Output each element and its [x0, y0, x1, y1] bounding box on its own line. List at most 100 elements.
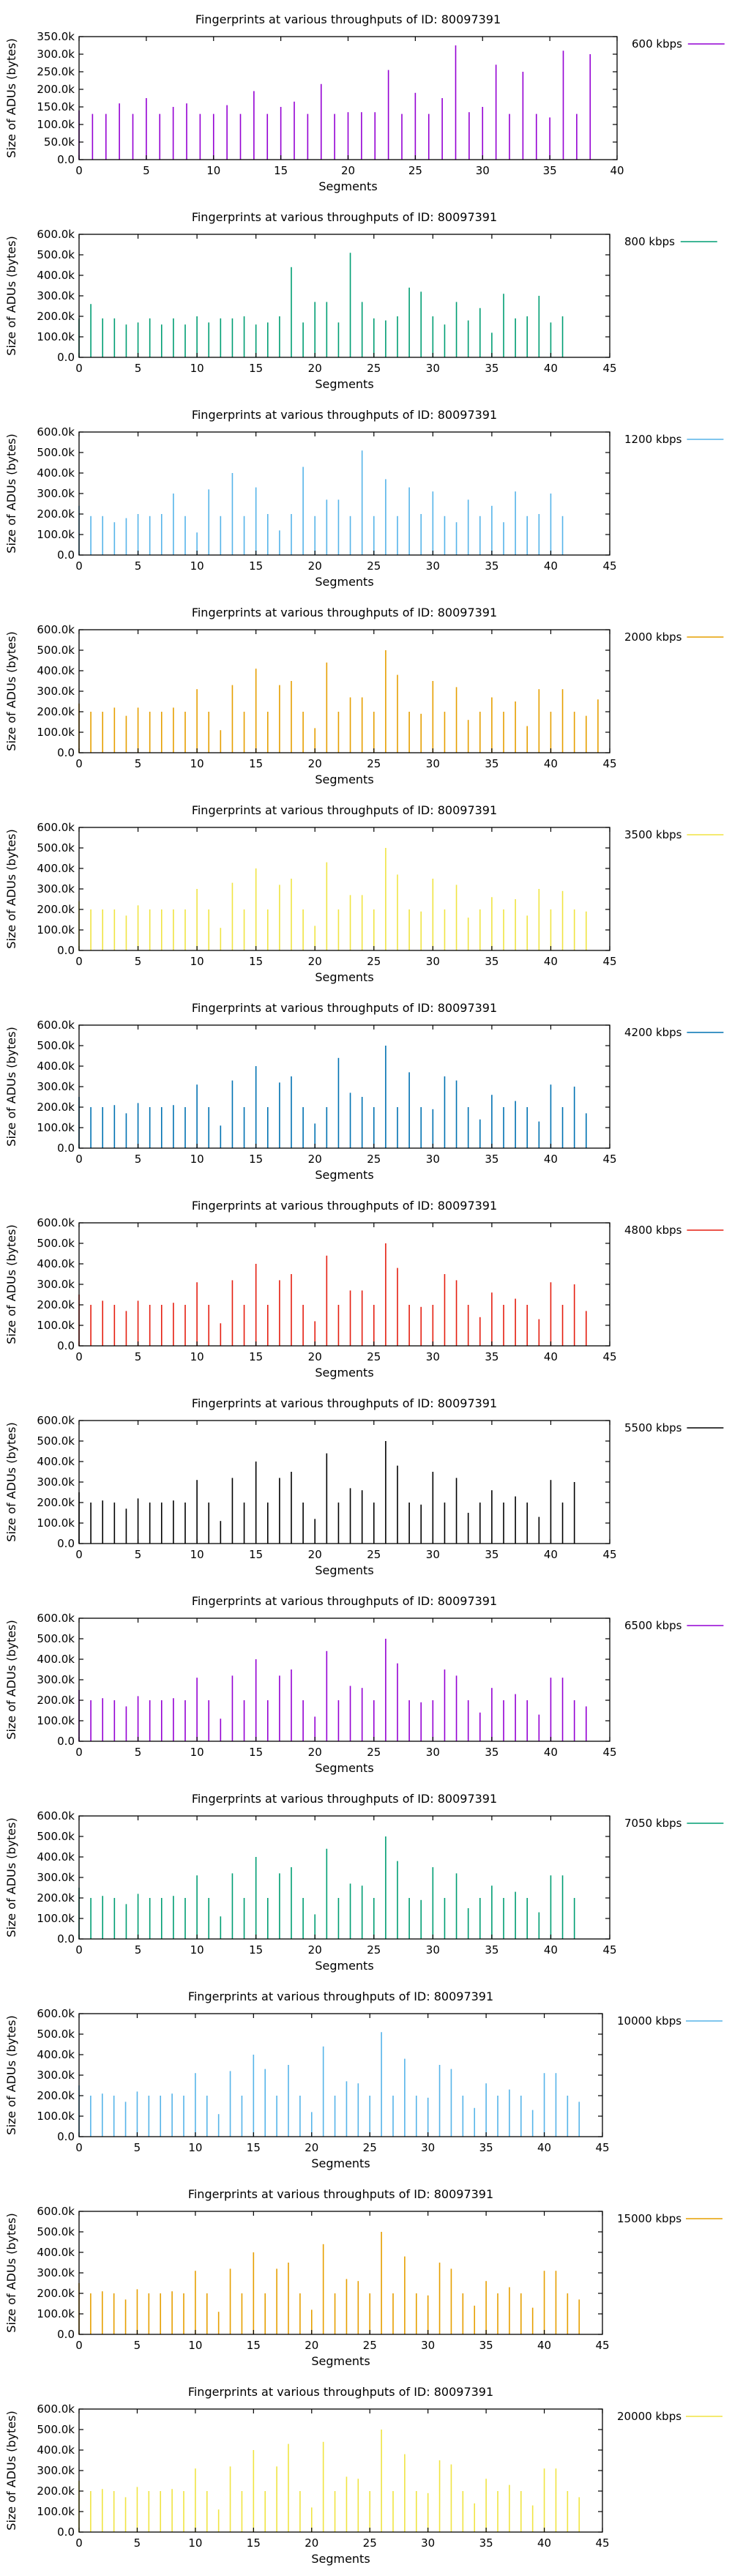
y-tick-label: 0.0 — [57, 944, 75, 957]
x-tick-label: 20 — [308, 1153, 322, 1166]
y-tick-label: 300.0k — [37, 685, 75, 698]
plot-frame — [78, 2408, 603, 2533]
y-tick-label: 200.0k — [37, 2484, 75, 2498]
x-tick-label: 40 — [544, 1153, 558, 1166]
x-tick-label: 5 — [134, 2141, 141, 2154]
plot-frame — [78, 234, 610, 358]
plot-frame — [78, 1420, 610, 1544]
x-tick-label: 5 — [135, 1153, 142, 1166]
x-tick-label: 45 — [602, 1350, 616, 1363]
x-tick-label: 25 — [367, 1350, 381, 1363]
y-tick-label: 300.0k — [37, 1475, 75, 1489]
x-tick-label: 25 — [363, 2536, 377, 2550]
x-tick-label: 5 — [135, 559, 142, 573]
plot-frame — [78, 1222, 610, 1347]
chart-title: Fingerprints at various throughputs of I… — [192, 408, 497, 422]
x-tick-label: 20 — [305, 2339, 318, 2352]
y-tick-label: 600.0k — [37, 2007, 75, 2020]
y-axis-label: Size of ADUs (bytes) — [4, 1224, 18, 1344]
y-tick-label: 300.0k — [37, 1871, 75, 1884]
x-tick-label: 25 — [367, 955, 381, 968]
x-tick-label: 0 — [75, 1943, 83, 1957]
y-tick-label: 100.0k — [37, 1319, 75, 1332]
x-tick-label: 0 — [75, 2536, 83, 2550]
x-tick-label: 25 — [367, 1548, 381, 1561]
chart-title: Fingerprints at various throughputs of I… — [192, 803, 497, 817]
x-tick-label: 35 — [485, 1746, 498, 1759]
x-tick-label: 40 — [544, 559, 558, 573]
x-tick-label: 10 — [188, 2536, 202, 2550]
x-tick-label: 5 — [135, 1943, 142, 1957]
y-axis-label: Size of ADUs (bytes) — [4, 2411, 18, 2530]
x-tick-label: 25 — [363, 2339, 377, 2352]
x-tick-label: 5 — [134, 2339, 141, 2352]
x-tick-label: 25 — [367, 362, 381, 375]
x-axis-label: Segments — [311, 2354, 370, 2368]
y-tick-label: 400.0k — [37, 1653, 75, 1666]
y-tick-label: 600.0k — [37, 2205, 75, 2218]
x-tick-label: 20 — [308, 362, 322, 375]
y-tick-label: 200.0k — [37, 1496, 75, 1509]
chart-title: Fingerprints at various throughputs of I… — [188, 1989, 493, 2003]
x-tick-label: 0 — [75, 955, 83, 968]
x-tick-label: 15 — [249, 1746, 263, 1759]
x-tick-label: 10 — [188, 2339, 202, 2352]
x-axis-label: Segments — [315, 1563, 373, 1577]
y-tick-label: 500.0k — [37, 644, 75, 657]
y-tick-label: 0.0 — [57, 1339, 75, 1352]
plot-frame — [78, 2013, 603, 2137]
plot-frame — [78, 827, 610, 951]
x-tick-label: 15 — [249, 1943, 263, 1957]
bar-chart: Fingerprints at various throughputs of I… — [4, 210, 717, 391]
x-tick-label: 5 — [135, 955, 142, 968]
y-tick-label: 400.0k — [37, 466, 75, 480]
x-tick-label: 45 — [595, 2536, 609, 2550]
x-tick-label: 35 — [485, 1350, 498, 1363]
x-tick-label: 10 — [206, 164, 220, 177]
x-tick-label: 0 — [75, 2339, 83, 2352]
plot-frame — [78, 431, 610, 556]
y-tick-label: 500.0k — [37, 1434, 75, 1448]
x-tick-label: 30 — [426, 1746, 440, 1759]
x-tick-label: 30 — [426, 955, 440, 968]
y-tick-label: 200.0k — [37, 507, 75, 521]
x-tick-label: 30 — [421, 2536, 435, 2550]
y-axis-label: Size of ADUs (bytes) — [4, 1620, 18, 1739]
y-tick-label: 600.0k — [37, 1612, 75, 1625]
x-tick-label: 25 — [367, 757, 381, 770]
x-tick-label: 15 — [247, 2141, 261, 2154]
x-tick-label: 25 — [367, 1943, 381, 1957]
y-tick-label: 150.0k — [37, 100, 75, 113]
y-tick-label: 600.0k — [37, 1414, 75, 1427]
x-tick-label: 20 — [308, 1350, 322, 1363]
bar-chart: Fingerprints at various throughputs of I… — [4, 606, 724, 786]
x-tick-label: 40 — [537, 2141, 551, 2154]
chart-title: Fingerprints at various throughputs of I… — [188, 2385, 493, 2399]
y-tick-label: 0.0 — [57, 1735, 75, 1748]
y-tick-label: 400.0k — [37, 1455, 75, 1468]
bar-chart: Fingerprints at various throughputs of I… — [4, 1199, 724, 1380]
bar-chart: Fingerprints at various throughputs of I… — [4, 1792, 724, 1973]
x-tick-label: 25 — [363, 2141, 377, 2154]
y-tick-label: 200.0k — [37, 1101, 75, 1114]
y-tick-label: 500.0k — [37, 2423, 75, 2436]
y-tick-label: 100.0k — [37, 1516, 75, 1530]
x-tick-label: 20 — [308, 757, 322, 770]
y-tick-label: 300.0k — [37, 2266, 75, 2279]
x-tick-label: 45 — [602, 362, 616, 375]
x-axis-label: Segments — [311, 2156, 370, 2170]
y-tick-label: 0.0 — [57, 746, 75, 759]
x-axis-label: Segments — [315, 1959, 373, 1973]
x-tick-label: 5 — [135, 1350, 142, 1363]
legend-label: 20000 kbps — [617, 2410, 681, 2423]
chart-title: Fingerprints at various throughputs of I… — [192, 1792, 497, 1806]
x-tick-label: 20 — [308, 1548, 322, 1561]
y-tick-label: 400.0k — [37, 2246, 75, 2259]
y-tick-label: 600.0k — [37, 1809, 75, 1823]
x-tick-label: 25 — [367, 559, 381, 573]
x-tick-label: 0 — [75, 559, 83, 573]
x-tick-label: 45 — [602, 1153, 616, 1166]
plot-frame — [78, 1815, 610, 1940]
x-tick-label: 15 — [274, 164, 288, 177]
